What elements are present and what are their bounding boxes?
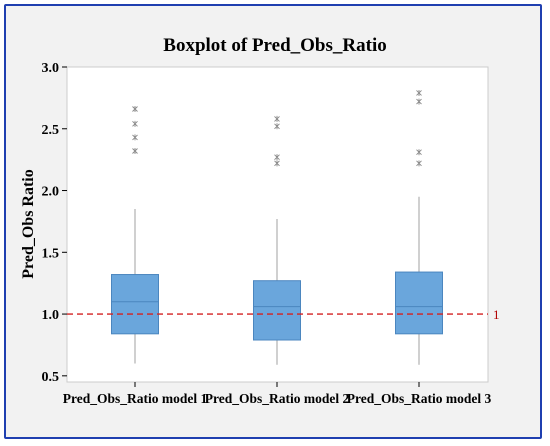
reference-line-label: 1 [493,307,500,322]
y-tick-label: 0.5 [42,370,60,385]
outlier-marker [416,160,422,167]
outlier-marker [132,106,138,112]
outlier-marker [416,98,422,105]
outlier-marker [416,149,422,156]
x-tick-label: Pred_Obs_Ratio model 1 [63,391,208,406]
outlier-marker [132,148,138,154]
chart-title: Boxplot of Pred_Obs_Ratio [163,35,386,56]
x-tick-label: Pred_Obs_Ratio model 2 [205,391,350,406]
y-tick-label: 1.5 [42,246,60,261]
outlier-marker [274,123,280,130]
outlier-marker [132,120,138,127]
iqr-box [111,274,159,335]
outlier-marker [416,89,422,96]
outlier-marker [132,134,138,141]
iqr-box [253,280,301,341]
y-tick-label: 3.0 [42,61,60,76]
x-tick-label: Pred_Obs_Ratio model 3 [347,391,492,406]
outlier-marker [274,115,280,122]
outlier-marker [274,154,280,161]
y-axis-label: Pred_Obs Ratio [20,169,37,278]
iqr-box [395,271,443,335]
y-tick-label: 2.5 [42,123,60,138]
y-tick-label: 2.0 [42,185,60,200]
y-tick-label: 1.0 [42,308,60,323]
outlier-marker [274,160,280,167]
